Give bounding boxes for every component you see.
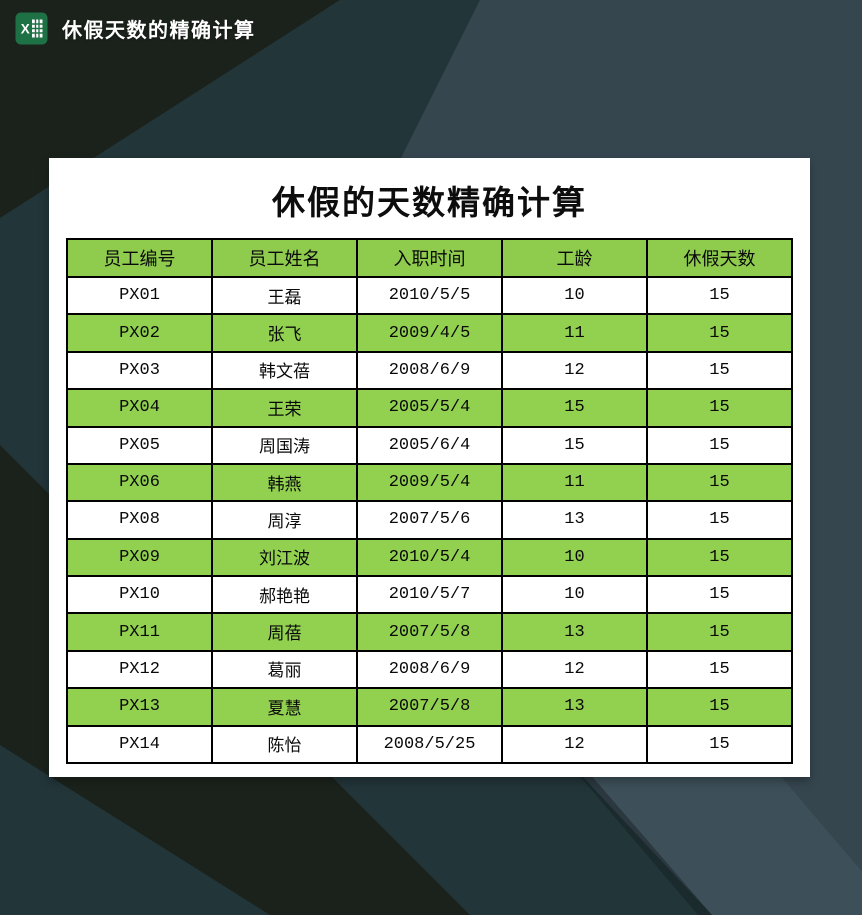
col-header-hire-date: 入职时间 — [356, 238, 503, 278]
table-row: PX04 王荣 2005/5/4 15 15 — [66, 388, 793, 428]
cell-hire-date: 2007/5/8 — [356, 687, 503, 727]
sheet-title: 休假的天数精确计算 — [272, 186, 587, 222]
table-row: PX12 葛丽 2008/6/9 12 15 — [66, 649, 793, 690]
table-row: PX10 郝艳艳 2010/5/7 10 15 — [66, 574, 793, 615]
cell-employee-id: PX03 — [66, 350, 213, 391]
cell-service-years: 10 — [501, 537, 648, 578]
cell-vacation-days: 15 — [646, 574, 793, 615]
sheet-card: 休假的天数精确计算 员工编号 员工姓名 入职时间 工龄 休假天数 PX01 王磊 2… — [49, 158, 810, 777]
cell-hire-date: 2008/6/9 — [356, 649, 503, 690]
cell-employee-id: PX13 — [66, 687, 213, 727]
cell-employee-name: 夏慧 — [211, 687, 358, 727]
svg-text:X: X — [21, 22, 30, 37]
cell-vacation-days: 15 — [646, 649, 793, 690]
cell-service-years: 12 — [501, 350, 648, 391]
cell-hire-date: 2008/5/25 — [356, 724, 503, 764]
cell-service-years: 15 — [501, 388, 648, 428]
cell-hire-date: 2010/5/7 — [356, 574, 503, 615]
cell-employee-name: 陈怡 — [211, 724, 358, 764]
cell-employee-id: PX10 — [66, 574, 213, 615]
cell-employee-name: 刘江波 — [211, 537, 358, 578]
cell-vacation-days: 15 — [646, 350, 793, 391]
table-row: PX01 王磊 2010/5/5 10 15 — [66, 275, 793, 316]
cell-employee-id: PX09 — [66, 537, 213, 578]
table-row: PX02 张飞 2009/4/5 11 15 — [66, 313, 793, 353]
vacation-table: 员工编号 员工姓名 入职时间 工龄 休假天数 PX01 王磊 2010/5/5 10 1… — [66, 238, 793, 764]
cell-service-years: 10 — [501, 574, 648, 615]
table-row: PX06 韩燕 2009/5/4 11 15 — [66, 462, 793, 503]
col-header-employee-id: 员工编号 — [66, 238, 213, 278]
cell-employee-id: PX05 — [66, 425, 213, 465]
cell-vacation-days: 15 — [646, 500, 793, 540]
table-row: PX14 陈怡 2008/5/25 12 15 — [66, 724, 793, 764]
cell-hire-date: 2010/5/4 — [356, 537, 503, 578]
table-row: PX03 韩文蓓 2008/6/9 12 15 — [66, 350, 793, 391]
cell-hire-date: 2008/6/9 — [356, 350, 503, 391]
table-row: PX11 周蓓 2007/5/8 13 15 — [66, 612, 793, 652]
cell-employee-id: PX08 — [66, 500, 213, 540]
cell-hire-date: 2005/5/4 — [356, 388, 503, 428]
titlebar: X 休假天数的精确计算 — [0, 0, 862, 57]
cell-vacation-days: 15 — [646, 275, 793, 316]
cell-employee-name: 周淳 — [211, 500, 358, 540]
cell-vacation-days: 15 — [646, 612, 793, 652]
cell-vacation-days: 15 — [646, 537, 793, 578]
cell-vacation-days: 15 — [646, 425, 793, 465]
cell-hire-date: 2009/4/5 — [356, 313, 503, 353]
table-row: PX13 夏慧 2007/5/8 13 15 — [66, 687, 793, 727]
cell-employee-id: PX12 — [66, 649, 213, 690]
cell-employee-id: PX11 — [66, 612, 213, 652]
cell-employee-name: 张飞 — [211, 313, 358, 353]
table-row: PX09 刘江波 2010/5/4 10 15 — [66, 537, 793, 578]
col-header-service-years: 工龄 — [501, 238, 648, 278]
table-row: PX08 周淳 2007/5/6 13 15 — [66, 500, 793, 540]
cell-employee-name: 周国涛 — [211, 425, 358, 465]
cell-employee-name: 郝艳艳 — [211, 574, 358, 615]
cell-vacation-days: 15 — [646, 724, 793, 764]
cell-employee-name: 王荣 — [211, 388, 358, 428]
cell-service-years: 12 — [501, 724, 648, 764]
cell-hire-date: 2007/5/8 — [356, 612, 503, 652]
cell-hire-date: 2010/5/5 — [356, 275, 503, 316]
table-row: PX05 周国涛 2005/6/4 15 15 — [66, 425, 793, 465]
excel-icon: X — [15, 12, 48, 45]
col-header-employee-name: 员工姓名 — [211, 238, 358, 278]
cell-employee-id: PX02 — [66, 313, 213, 353]
cell-employee-name: 韩文蓓 — [211, 350, 358, 391]
cell-employee-id: PX01 — [66, 275, 213, 316]
cell-hire-date: 2005/6/4 — [356, 425, 503, 465]
cell-service-years: 11 — [501, 313, 648, 353]
cell-service-years: 13 — [501, 687, 648, 727]
cell-hire-date: 2007/5/6 — [356, 500, 503, 540]
cell-employee-id: PX04 — [66, 388, 213, 428]
cell-service-years: 10 — [501, 275, 648, 316]
cell-vacation-days: 15 — [646, 462, 793, 503]
cell-employee-name: 韩燕 — [211, 462, 358, 503]
cell-employee-id: PX14 — [66, 724, 213, 764]
cell-employee-id: PX06 — [66, 462, 213, 503]
cell-hire-date: 2009/5/4 — [356, 462, 503, 503]
table-body: PX01 王磊 2010/5/5 10 15 PX02 张飞 2009/4/5 11 15 PX03… — [66, 275, 793, 764]
titlebar-title: 休假天数的精确计算 — [62, 20, 256, 42]
cell-service-years: 12 — [501, 649, 648, 690]
cell-vacation-days: 15 — [646, 388, 793, 428]
table-header-row: 员工编号 员工姓名 入职时间 工龄 休假天数 — [66, 238, 793, 278]
cell-service-years: 13 — [501, 612, 648, 652]
cell-employee-name: 王磊 — [211, 275, 358, 316]
cell-service-years: 13 — [501, 500, 648, 540]
cell-vacation-days: 15 — [646, 313, 793, 353]
cell-service-years: 15 — [501, 425, 648, 465]
cell-employee-name: 周蓓 — [211, 612, 358, 652]
cell-vacation-days: 15 — [646, 687, 793, 727]
cell-service-years: 11 — [501, 462, 648, 503]
cell-employee-name: 葛丽 — [211, 649, 358, 690]
col-header-vacation-days: 休假天数 — [646, 238, 793, 278]
